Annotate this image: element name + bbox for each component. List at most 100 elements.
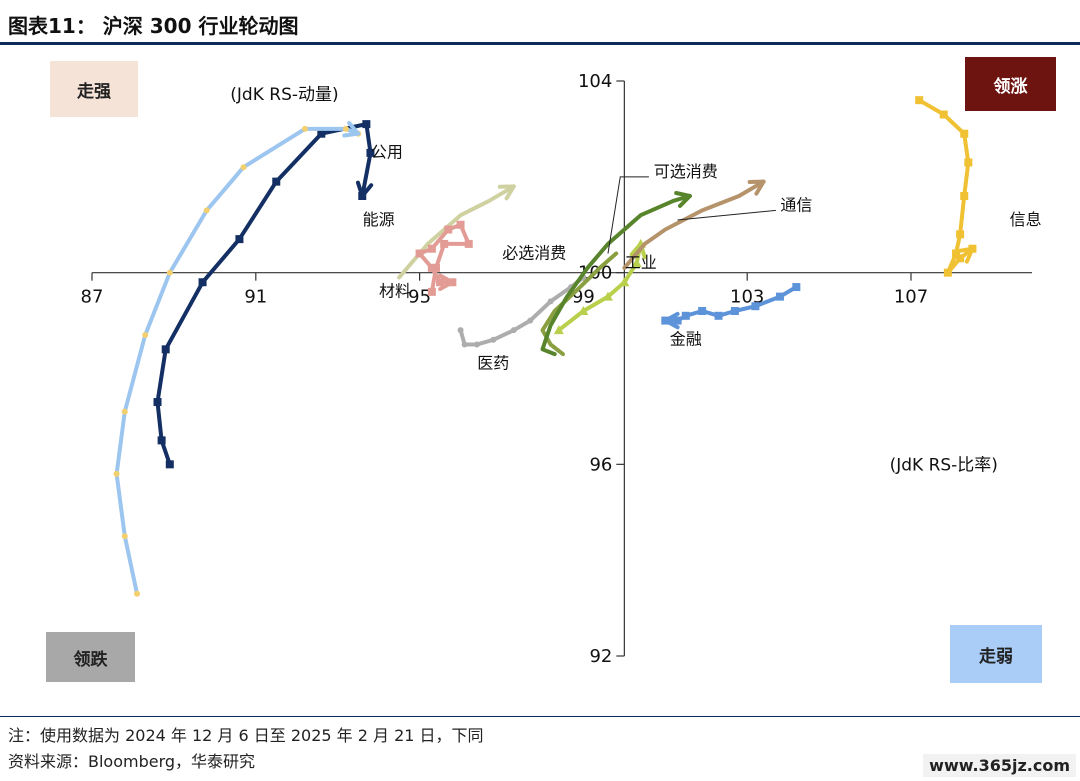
series-line bbox=[540, 251, 619, 357]
series-arrowhead bbox=[356, 180, 374, 198]
series-marker bbox=[939, 110, 948, 119]
series-marker bbox=[161, 345, 170, 354]
series-line bbox=[622, 179, 766, 270]
series-marker bbox=[960, 129, 969, 138]
series-marker bbox=[436, 278, 445, 287]
series-line bbox=[417, 222, 471, 294]
series-marker bbox=[121, 533, 128, 540]
series-marker bbox=[198, 278, 207, 287]
series-marker bbox=[121, 408, 128, 415]
series-arrowhead bbox=[956, 246, 975, 264]
x-axis-title: (JdK RS-比率) bbox=[890, 456, 998, 476]
series-marker bbox=[527, 317, 534, 324]
series-marker bbox=[153, 398, 162, 407]
series-label: 能源 bbox=[363, 210, 395, 229]
series-label: 金融 bbox=[670, 330, 702, 349]
title-rule bbox=[0, 42, 1080, 45]
series-marker bbox=[456, 220, 465, 229]
source-note: 资料来源：Bloomberg，华泰研究 bbox=[8, 752, 256, 771]
quadrant-leading-up: 领涨 bbox=[965, 57, 1056, 111]
x-tick-label: 95 bbox=[408, 287, 431, 308]
series-marker bbox=[943, 268, 952, 277]
series-label: 通信 bbox=[780, 195, 812, 214]
label-leader-line bbox=[677, 209, 776, 221]
series-marker bbox=[157, 436, 166, 445]
series-marker bbox=[960, 192, 969, 200]
series-marker bbox=[490, 336, 497, 343]
watermark: www.365jz.com bbox=[923, 754, 1076, 777]
series-marker bbox=[427, 263, 436, 272]
series-marker bbox=[461, 341, 468, 348]
series-line bbox=[540, 194, 692, 357]
series-label: 公用 bbox=[371, 143, 403, 162]
x-tick-label: 87 bbox=[81, 287, 104, 308]
series-marker bbox=[113, 470, 120, 477]
footnote: 注：使用数据为 2024 年 12 月 6 日至 2025 年 2 月 21 日… bbox=[8, 726, 484, 745]
series-marker bbox=[714, 311, 723, 320]
series-marker bbox=[473, 341, 480, 348]
series-label: 必选消费 bbox=[502, 243, 566, 262]
quadrant-weakening: 走弱 bbox=[950, 625, 1042, 683]
series-marker bbox=[464, 239, 473, 248]
page-title: 图表11： 沪深 300 行业轮动图 bbox=[8, 14, 299, 38]
series-line bbox=[458, 275, 586, 347]
label-leader-line bbox=[607, 176, 649, 254]
series-marker bbox=[134, 590, 141, 597]
series-marker bbox=[775, 292, 784, 301]
series-label: 医药 bbox=[477, 354, 509, 373]
series-marker bbox=[956, 254, 965, 263]
series-arrowhead bbox=[663, 311, 680, 330]
x-tick-label: 91 bbox=[244, 287, 267, 308]
series-marker bbox=[366, 148, 375, 157]
series-marker bbox=[602, 291, 613, 301]
series-marker bbox=[142, 331, 149, 338]
series-marker bbox=[342, 125, 349, 132]
series-marker bbox=[681, 311, 690, 320]
series-marker bbox=[415, 249, 424, 258]
series-line bbox=[917, 98, 975, 275]
series-marker bbox=[547, 298, 554, 305]
series-marker bbox=[272, 177, 281, 186]
series-arrowhead bbox=[629, 241, 647, 260]
series-marker bbox=[553, 325, 564, 335]
series-marker bbox=[698, 307, 707, 315]
series-arrowhead bbox=[438, 273, 455, 291]
series-marker bbox=[792, 283, 801, 292]
series-marker bbox=[440, 239, 449, 248]
series-marker bbox=[427, 244, 436, 253]
series-marker bbox=[165, 460, 174, 469]
series-marker bbox=[427, 287, 436, 296]
series-line bbox=[114, 126, 361, 596]
series-arrowhead bbox=[342, 121, 361, 138]
series-marker bbox=[317, 129, 326, 138]
series-marker bbox=[730, 307, 739, 315]
series-marker bbox=[301, 125, 308, 132]
series-marker bbox=[751, 302, 760, 311]
series-marker bbox=[362, 120, 371, 129]
series-marker bbox=[915, 96, 924, 105]
series-marker bbox=[631, 258, 642, 268]
series-marker bbox=[240, 164, 247, 171]
series-marker bbox=[578, 306, 589, 315]
series-marker bbox=[510, 327, 517, 334]
series-label: 材料 bbox=[379, 282, 411, 301]
series-marker bbox=[956, 230, 965, 239]
series-arrowhead bbox=[747, 179, 766, 196]
quadrant-leading-down: 领跌 bbox=[46, 632, 135, 682]
y-axis-title: (JdK RS-动量) bbox=[230, 85, 338, 105]
series-marker bbox=[431, 263, 440, 272]
quadrant-strengthening: 走强 bbox=[50, 61, 138, 117]
series-label: 可选消费 bbox=[654, 162, 718, 181]
series-marker bbox=[964, 158, 973, 167]
series-marker bbox=[457, 327, 464, 334]
series-marker bbox=[673, 316, 682, 325]
series-marker bbox=[952, 249, 961, 258]
footer-rule bbox=[0, 716, 1080, 717]
series-arrowhead bbox=[497, 184, 516, 201]
y-tick-label: 104 bbox=[578, 71, 612, 92]
series-label: 信息 bbox=[1010, 210, 1042, 229]
series-marker bbox=[203, 207, 210, 214]
y-tick-label: 96 bbox=[589, 454, 612, 475]
series-line bbox=[397, 184, 516, 280]
series-marker bbox=[166, 269, 173, 276]
